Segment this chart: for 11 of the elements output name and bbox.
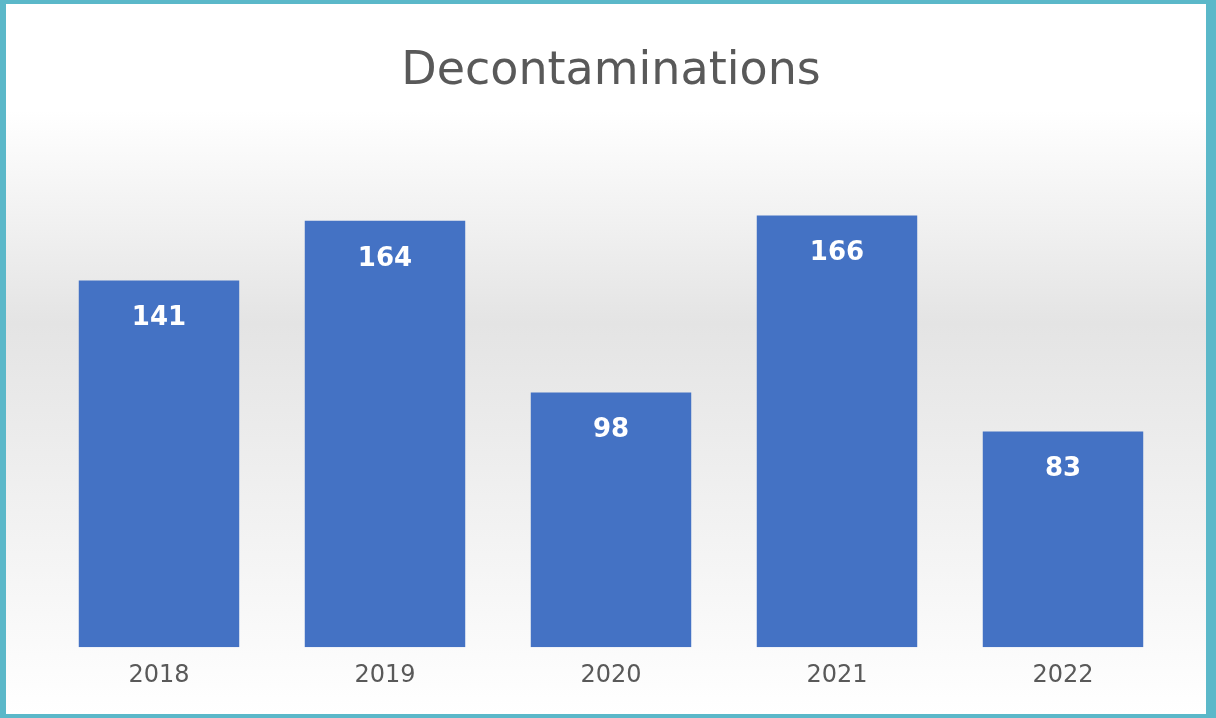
- x-tick-label: 2020: [580, 659, 642, 688]
- x-tick-label: 2019: [354, 659, 416, 688]
- data-label: 166: [809, 236, 865, 267]
- data-label: 164: [357, 241, 413, 272]
- x-tick-label: 2018: [128, 659, 190, 688]
- data-label: 141: [131, 301, 187, 332]
- x-tick-label: 2022: [1032, 659, 1094, 688]
- chart-title: Decontaminations: [401, 40, 821, 95]
- data-label: 83: [1044, 452, 1082, 483]
- x-tick-label: 2021: [806, 659, 868, 688]
- data-label: 98: [592, 413, 630, 444]
